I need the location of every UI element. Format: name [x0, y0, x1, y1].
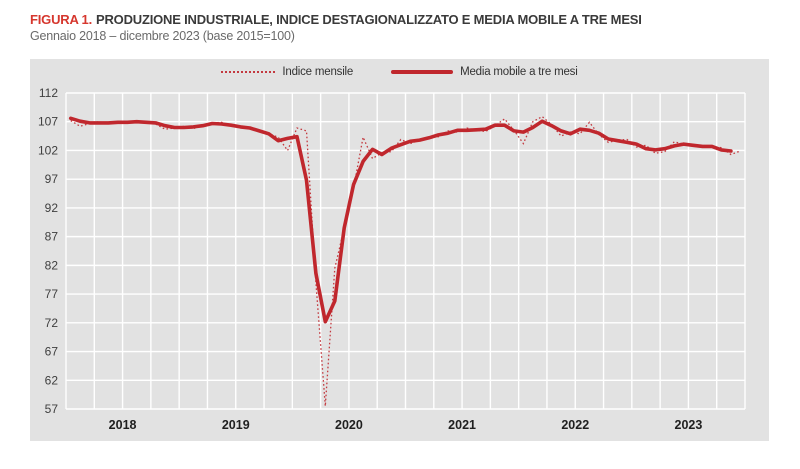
legend-label-indice-mensile: Indice mensile: [282, 66, 354, 78]
y-axis-tick-label: 57: [45, 402, 59, 416]
x-axis-year-label: 2022: [561, 418, 589, 432]
x-axis-year-label: 2023: [675, 418, 703, 432]
legend-label-media-mobile: Media mobile a tre mesi: [460, 66, 578, 78]
dotted-line-sample-icon: [221, 71, 276, 73]
chart-canvas: 112 107 102 97 92 87 82 77 72 67 62 57 2018 2019 2020 2…: [38, 86, 746, 432]
chart-legend: Indice mensile Media mobile a tre mesi: [30, 66, 769, 78]
x-axis-year-label: 2021: [448, 418, 476, 432]
y-axis-tick-label: 72: [45, 316, 59, 330]
y-axis-tick-label: 102: [38, 143, 58, 157]
y-axis-tick-label: 107: [38, 115, 58, 129]
y-axis-tick-label: 67: [45, 345, 59, 359]
figure-number-label: FIGURA 1.: [30, 12, 93, 27]
solid-line-sample-icon: [391, 70, 454, 74]
y-axis-tick-label: 112: [39, 86, 58, 100]
y-axis-tick-label: 62: [45, 373, 59, 387]
y-axis-tick-label: 87: [45, 230, 59, 244]
y-axis-tick-label: 77: [45, 287, 59, 301]
chart-panel: 112 107 102 97 92 87 82 77 72 67 62 57 2018 2019 2020 2…: [30, 59, 769, 441]
x-axis-year-label: 2018: [109, 418, 137, 432]
legend-item-indice-mensile: Indice mensile: [221, 66, 353, 78]
x-axis-year-label: 2019: [222, 418, 250, 432]
figure-subtitle: Gennaio 2018 – dicembre 2023 (base 2015=…: [30, 29, 295, 43]
figure-title: FIGURA 1. PRODUZIONE INDUSTRIALE, INDICE …: [30, 12, 642, 27]
series-media-mobile: [68, 116, 733, 324]
x-axis-year-label: 2020: [335, 418, 363, 432]
y-axis-tick-label: 92: [45, 201, 59, 215]
legend-item-media-mobile: Media mobile a tre mesi: [391, 66, 578, 78]
figure-title-text: PRODUZIONE INDUSTRIALE, INDICE DESTAGION…: [96, 12, 642, 27]
y-axis-tick-label: 82: [45, 258, 59, 272]
y-axis-tick-label: 97: [45, 172, 59, 186]
